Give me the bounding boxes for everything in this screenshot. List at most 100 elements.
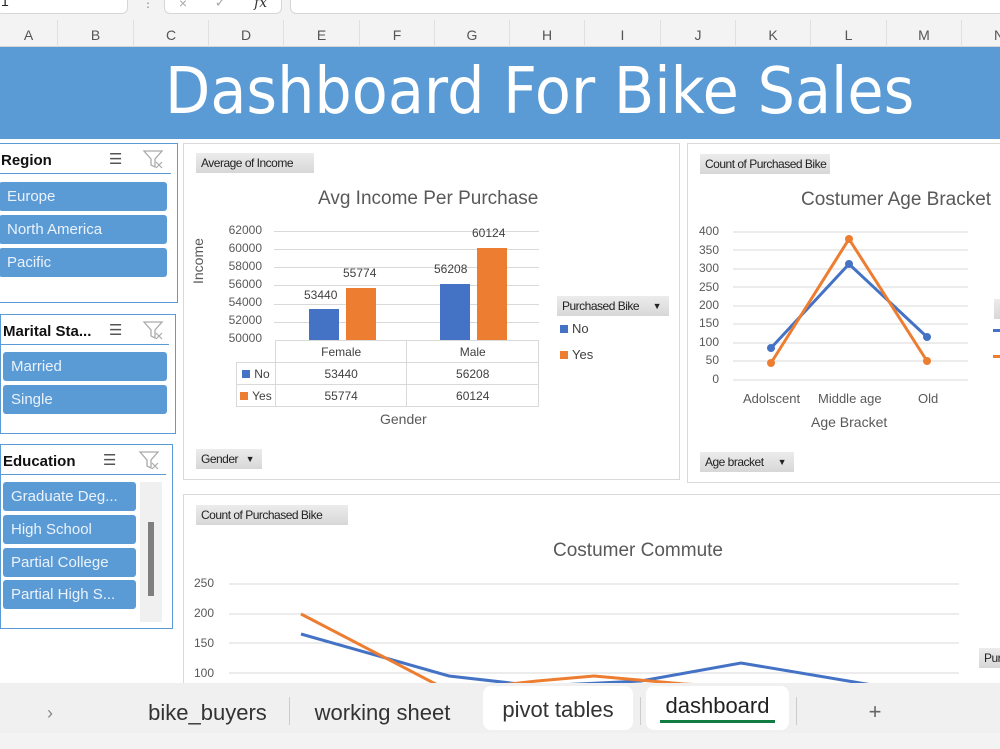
title-banner: Dashboard For Bike Sales [0,47,1000,139]
y-tick: 150 [698,316,719,330]
y-tick: 58000 [228,259,262,273]
data-label: 53440 [304,288,338,302]
x-tick: Middle age [818,391,882,406]
legend-swatch-yes [240,391,249,400]
column-header-e[interactable]: E [284,20,360,47]
value-field-button[interactable]: Average of Income [196,153,314,173]
multi-select-icon[interactable]: ☰ [103,452,117,469]
legend-field-button[interactable]: Purchased Bike ▼ [557,296,669,316]
y-tick: 200 [698,298,719,312]
column-header-n[interactable]: N [962,20,1000,47]
y-tick: 54000 [228,295,262,309]
data-label: 55774 [343,266,377,280]
chart-commute[interactable]: Count of Purchased Bike Costumer Commute… [183,494,1000,694]
dropdown-arrow-icon: ▼ [245,454,255,464]
value-field-button[interactable]: Count of Purchased Bike [700,154,830,174]
column-header-c[interactable]: C [134,20,209,47]
active-tab-indicator [660,720,775,723]
sheet-nav-icon[interactable]: › [47,703,53,723]
y-tick: 60000 [228,241,262,255]
column-header-m[interactable]: M [887,20,962,47]
legend-line-no [993,329,1000,332]
legend-item-yes[interactable]: Yes [560,347,593,362]
gridline [274,322,539,323]
y-tick: 52000 [228,313,262,327]
column-header-j[interactable]: J [661,20,736,47]
slicer-item-partial-college[interactable]: Partial College [3,548,136,577]
chart-avg-income[interactable]: Average of Income Avg Income Per Purchas… [183,143,680,480]
y-tick: 100 [698,335,719,349]
tab-separator [796,697,797,725]
scrollbar-thumb[interactable] [148,522,154,596]
y-tick: 100 [193,666,214,680]
x-axis-title: Gender [380,411,427,427]
gridline [274,249,539,250]
column-header-h[interactable]: H [510,20,585,47]
more-icon[interactable]: ⋮ [142,0,154,10]
add-sheet-icon[interactable]: + [868,699,882,724]
data-label: 56208 [434,262,468,276]
slicer-item-graduate-degree[interactable]: Graduate Deg... [3,482,136,511]
clear-filter-icon[interactable] [138,449,160,471]
tab-pivot-tables[interactable]: pivot tables [483,686,633,730]
column-header-a[interactable]: A [0,20,58,47]
slicer-scrollbar[interactable] [140,482,162,622]
gridline [274,285,539,286]
clear-filter-icon[interactable] [142,148,164,170]
multi-select-icon[interactable]: ☰ [109,151,123,168]
column-header-i[interactable]: I [585,20,661,47]
y-tick: 62000 [228,223,262,237]
column-headers: A B C D E F G H I J K L M N [0,20,1000,47]
enter-icon[interactable]: ✓ [214,0,227,10]
y-tick: 56000 [228,277,262,291]
column-header-f[interactable]: F [360,20,435,47]
column-header-d[interactable]: D [209,20,284,47]
tab-separator [289,697,290,725]
column-header-l[interactable]: L [811,20,887,47]
slicer-item-married[interactable]: Married [3,352,167,381]
gridline [274,304,539,305]
y-tick: 150 [193,636,214,650]
data-table: Female Male No 53440 56208 Yes 55774 601… [236,340,539,407]
legend-item-no[interactable]: No [560,321,589,336]
tab-bike-buyers[interactable]: bike_buyers [148,700,267,725]
table-header-male: Male [406,340,539,363]
insert-function-icon[interactable]: fx [254,0,268,11]
chart-title: Costumer Commute [553,540,723,561]
slicer-item-europe[interactable]: Europe [0,182,167,211]
legend-field-button[interactable]: Pur [979,648,1000,668]
legend-field-button[interactable]: Pu [994,299,1000,319]
formula-bar: 1 ⋮ × ✓ fx [0,0,1000,20]
slicer-item-high-school[interactable]: High School [3,515,136,544]
column-header-b[interactable]: B [58,20,134,47]
bar-male-no[interactable] [440,284,470,340]
slicer-item-partial-high-school[interactable]: Partial High S... [3,580,136,609]
slicer-marital-status: Marital Sta... ☰ Married Single [0,314,176,434]
data-label: 60124 [472,226,506,240]
gridline [274,267,539,268]
y-tick: 400 [698,224,719,238]
slicer-header: Region ☰ [0,144,171,174]
slicer-item-pacific[interactable]: Pacific [0,248,167,277]
y-tick: 50 [705,353,719,367]
bar-male-yes[interactable] [477,248,507,340]
tab-working-sheet[interactable]: working sheet [314,700,451,725]
slicer-item-north-america[interactable]: North America [0,215,167,244]
bar-female-no[interactable] [309,309,339,340]
cancel-icon[interactable]: × [178,0,188,11]
bar-female-yes[interactable] [346,288,376,340]
multi-select-icon[interactable]: ☰ [109,322,123,339]
table-row: No 53440 56208 [236,362,539,385]
formula-input[interactable] [290,0,1000,14]
column-header-g[interactable]: G [435,20,510,47]
chart-age-bracket[interactable]: Count of Purchased Bike Costumer Age Bra… [687,143,1000,483]
axis-field-button-gender[interactable]: Gender ▼ [196,449,262,469]
value-field-button[interactable]: Count of Purchased Bike [196,505,348,525]
tab-dashboard[interactable]: dashboard [646,686,789,730]
clear-filter-icon[interactable] [142,319,164,341]
axis-field-button-age[interactable]: Age bracket ▼ [700,452,794,472]
slicer-item-single[interactable]: Single [3,385,167,414]
slicer-title: Marital Sta... [3,323,92,340]
name-box[interactable]: 1 [0,0,128,14]
column-header-k[interactable]: K [736,20,811,47]
